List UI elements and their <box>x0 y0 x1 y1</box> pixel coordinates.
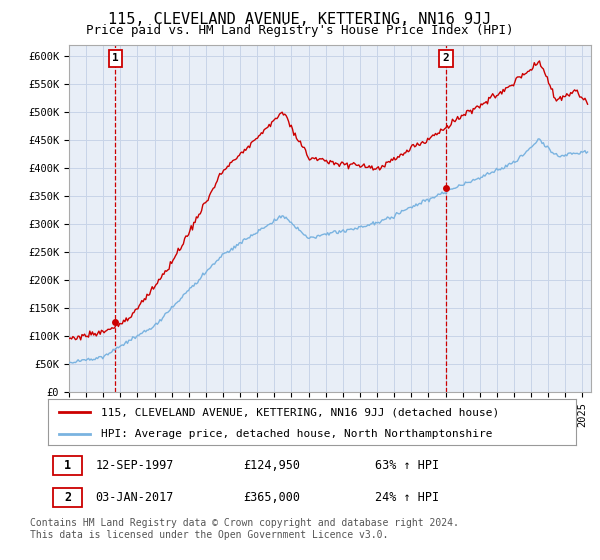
Text: 115, CLEVELAND AVENUE, KETTERING, NN16 9JJ: 115, CLEVELAND AVENUE, KETTERING, NN16 9… <box>109 12 491 27</box>
Text: £365,000: £365,000 <box>244 491 301 504</box>
Text: 2: 2 <box>442 54 449 63</box>
Text: £124,950: £124,950 <box>244 459 301 472</box>
Text: Price paid vs. HM Land Registry's House Price Index (HPI): Price paid vs. HM Land Registry's House … <box>86 24 514 36</box>
Text: 24% ↑ HPI: 24% ↑ HPI <box>376 491 439 504</box>
Text: 1: 1 <box>64 459 71 472</box>
Text: HPI: Average price, detached house, North Northamptonshire: HPI: Average price, detached house, Nort… <box>101 429 493 438</box>
Text: 03-JAN-2017: 03-JAN-2017 <box>95 491 174 504</box>
Text: 2: 2 <box>64 491 71 504</box>
Text: 12-SEP-1997: 12-SEP-1997 <box>95 459 174 472</box>
Bar <box>53 456 82 475</box>
Text: Contains HM Land Registry data © Crown copyright and database right 2024.
This d: Contains HM Land Registry data © Crown c… <box>30 518 459 540</box>
Text: 115, CLEVELAND AVENUE, KETTERING, NN16 9JJ (detached house): 115, CLEVELAND AVENUE, KETTERING, NN16 9… <box>101 407 499 417</box>
Text: 63% ↑ HPI: 63% ↑ HPI <box>376 459 439 472</box>
Text: 1: 1 <box>112 54 119 63</box>
Bar <box>53 488 82 507</box>
